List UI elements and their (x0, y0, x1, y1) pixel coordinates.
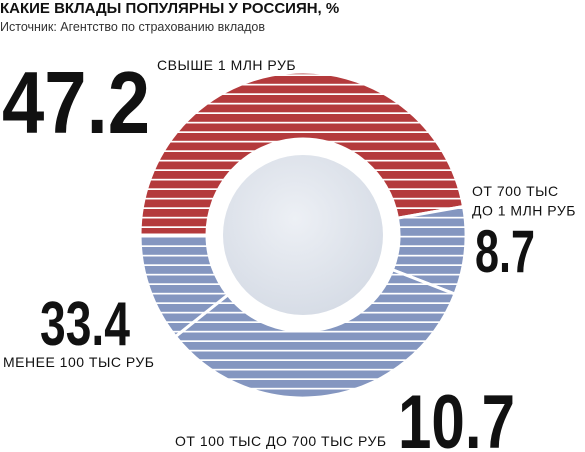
category-label: МЕНЕЕ 100 ТЫС РУБ (3, 354, 154, 370)
hub (223, 155, 383, 315)
value-label: 47.2 (2, 53, 150, 152)
category-label: ОТ 700 ТЫС ДО 1 МЛН РУБ (472, 183, 576, 219)
chart-title: КАКИЕ ВКЛАДЫ ПОПУЛЯРНЫ У РОССИЯН, % (0, 0, 339, 17)
value-label: 10.7 (398, 380, 515, 452)
category-label: СВЫШЕ 1 МЛН РУБ (157, 57, 296, 73)
value-label: 8.7 (475, 218, 535, 285)
donut-segment (138, 233, 230, 339)
chart-subtitle: Источник: Агентство по страхованию вклад… (0, 20, 265, 34)
donut-segment (173, 267, 457, 400)
value-label: 33.4 (40, 290, 130, 359)
category-label: ОТ 100 ТЫС ДО 700 ТЫС РУБ (175, 433, 387, 449)
donut-segment (138, 70, 466, 237)
